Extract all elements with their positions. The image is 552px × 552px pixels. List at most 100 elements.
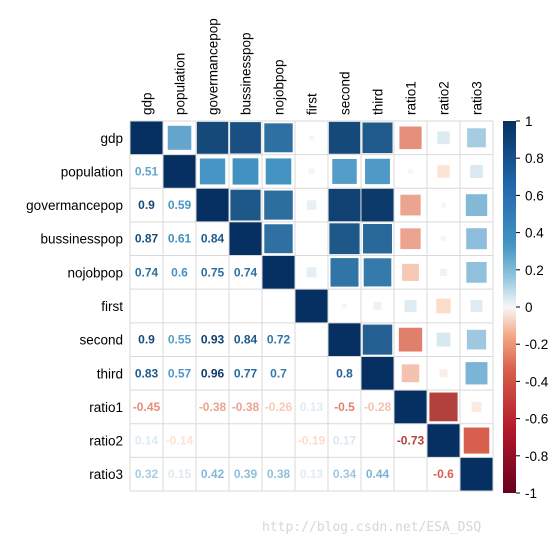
corr-square-ratio2-ratio3 bbox=[463, 427, 490, 454]
corr-square-population-second bbox=[332, 158, 357, 184]
corr-square-nojobpop-ratio2 bbox=[439, 268, 448, 277]
corr-square-nojobpop-third bbox=[363, 258, 392, 287]
corr-value-ratio1-first: 0.13 bbox=[300, 400, 324, 414]
corr-value-second-govermancepop: 0.93 bbox=[201, 333, 225, 347]
corr-square-govermancepop-third bbox=[361, 188, 394, 222]
matrix-grid bbox=[129, 120, 494, 492]
corr-square-population-nojobpop bbox=[265, 158, 292, 185]
column-label-ratio3: ratio3 bbox=[470, 81, 485, 115]
corr-value-third-nojobpop: 0.7 bbox=[270, 366, 287, 380]
corr-square-third-ratio1 bbox=[401, 364, 420, 383]
corr-value-third-second: 0.8 bbox=[336, 366, 353, 380]
corr-square-second-third bbox=[362, 324, 393, 355]
corr-square-nojobpop-second bbox=[330, 258, 359, 287]
corr-square-gdp-ratio3 bbox=[467, 128, 486, 148]
corr-square-gdp-bussinesspop bbox=[230, 122, 261, 154]
corr-square-govermancepop-govermancepop bbox=[196, 188, 229, 222]
corr-square-second-ratio1 bbox=[398, 327, 423, 352]
watermark: http://blog.csdn.net/ESA_DSQ bbox=[262, 520, 482, 535]
column-label-ratio1: ratio1 bbox=[404, 81, 419, 115]
corr-square-nojobpop-nojobpop bbox=[262, 255, 295, 290]
corr-square-bussinesspop-nojobpop bbox=[264, 224, 293, 254]
corr-square-second-ratio2 bbox=[436, 332, 451, 347]
corr-square-govermancepop-nojobpop bbox=[264, 190, 293, 220]
colorbar-tick-label: -0.8 bbox=[525, 449, 548, 464]
matrix-cells: 0.51 0.9 0.59 0.87 0.61 0.84 0.74 0.6 0.75 0.74 0.… bbox=[130, 121, 493, 491]
corr-square-nojobpop-first bbox=[306, 267, 317, 278]
corr-square-population-ratio2 bbox=[437, 165, 450, 178]
column-label-third: third bbox=[371, 89, 386, 115]
colorbar-tick-label: -1 bbox=[525, 486, 537, 501]
corr-square-govermancepop-ratio3 bbox=[465, 194, 488, 216]
colorbar-tick-label: -0.4 bbox=[525, 374, 549, 389]
corr-value-ratio3-nojobpop: 0.38 bbox=[267, 467, 291, 481]
corr-value-third-population: 0.57 bbox=[168, 366, 192, 380]
colorbar-tick-label: -0.2 bbox=[525, 337, 548, 352]
corr-value-ratio2-ratio1: -0.73 bbox=[397, 434, 425, 448]
corr-value-ratio2-second: 0.17 bbox=[333, 434, 357, 448]
corr-square-bussinesspop-ratio3 bbox=[466, 228, 487, 250]
corr-square-population-third bbox=[365, 158, 390, 185]
row-label-first: first bbox=[101, 299, 123, 314]
corr-value-ratio3-second: 0.34 bbox=[333, 467, 357, 481]
corr-square-bussinesspop-third bbox=[363, 223, 392, 254]
corr-square-nojobpop-ratio1 bbox=[402, 263, 419, 281]
colorbar-tick-label: 0.2 bbox=[525, 263, 544, 278]
corr-square-gdp-ratio2 bbox=[437, 131, 450, 145]
corr-square-population-govermancepop bbox=[199, 158, 226, 185]
corr-square-ratio1-ratio2 bbox=[429, 392, 458, 422]
corr-square-first-ratio1 bbox=[404, 299, 417, 313]
corr-value-ratio3-first: 0.13 bbox=[300, 467, 324, 481]
corr-value-bussinesspop-gdp: 0.87 bbox=[135, 232, 159, 246]
column-label-second: second bbox=[338, 71, 353, 115]
corr-value-ratio3-ratio2: -0.6 bbox=[433, 467, 454, 481]
row-label-population: population bbox=[61, 164, 123, 179]
corr-square-ratio2-ratio2 bbox=[427, 423, 460, 458]
corr-value-ratio1-nojobpop: -0.26 bbox=[265, 400, 293, 414]
corr-value-nojobpop-govermancepop: 0.75 bbox=[201, 265, 225, 279]
column-label-govermancepop: govermancepop bbox=[206, 18, 221, 115]
corr-square-nojobpop-ratio3 bbox=[466, 262, 487, 283]
corr-square-first-ratio2 bbox=[436, 298, 451, 314]
corr-square-population-first bbox=[308, 168, 315, 175]
corr-square-bussinesspop-bussinesspop bbox=[229, 221, 262, 256]
corr-square-third-ratio2 bbox=[439, 369, 448, 378]
corr-square-govermancepop-ratio1 bbox=[400, 194, 421, 216]
row-label-ratio1: ratio1 bbox=[89, 400, 123, 415]
corr-square-first-first bbox=[295, 289, 328, 323]
corr-square-gdp-first bbox=[309, 135, 314, 141]
corr-square-population-bussinesspop bbox=[232, 158, 259, 185]
corr-square-population-ratio1 bbox=[408, 169, 413, 174]
corr-square-population-population bbox=[163, 154, 196, 189]
corr-square-gdp-third bbox=[362, 122, 393, 154]
corr-square-gdp-second bbox=[328, 121, 361, 154]
corr-value-ratio3-third: 0.44 bbox=[366, 467, 390, 481]
corr-square-ratio1-ratio3 bbox=[471, 401, 482, 412]
column-label-nojobpop: nojobpop bbox=[272, 59, 287, 115]
row-label-second: second bbox=[79, 333, 123, 348]
corr-square-bussinesspop-ratio1 bbox=[400, 228, 421, 250]
corr-value-ratio3-govermancepop: 0.42 bbox=[201, 467, 225, 481]
corr-square-gdp-nojobpop bbox=[264, 123, 293, 153]
corr-value-ratio1-bussinesspop: -0.38 bbox=[232, 400, 260, 414]
column-label-first: first bbox=[305, 93, 320, 115]
corr-square-first-third bbox=[373, 301, 382, 311]
colorbar-gradient bbox=[503, 121, 516, 493]
corr-value-ratio1-gdp: -0.45 bbox=[133, 400, 161, 414]
column-label-gdp: gdp bbox=[140, 92, 155, 115]
row-label-ratio2: ratio2 bbox=[89, 434, 123, 449]
corr-value-second-gdp: 0.9 bbox=[138, 333, 155, 347]
corr-square-gdp-govermancepop bbox=[196, 121, 229, 154]
column-labels: gdp population govermancepop bussinesspop no… bbox=[140, 18, 485, 115]
corr-value-ratio2-population: -0.14 bbox=[166, 434, 194, 448]
corr-square-govermancepop-ratio2 bbox=[441, 202, 446, 208]
corr-square-gdp-gdp bbox=[130, 121, 163, 155]
corr-square-ratio1-ratio1 bbox=[394, 390, 427, 424]
corr-square-gdp-population bbox=[167, 125, 192, 150]
row-label-gdp: gdp bbox=[100, 131, 123, 146]
corr-square-second-ratio3 bbox=[466, 329, 487, 350]
corr-value-bussinesspop-population: 0.61 bbox=[168, 232, 192, 246]
corr-square-govermancepop-first bbox=[306, 200, 317, 210]
corr-value-ratio3-gdp: 0.32 bbox=[135, 467, 159, 481]
